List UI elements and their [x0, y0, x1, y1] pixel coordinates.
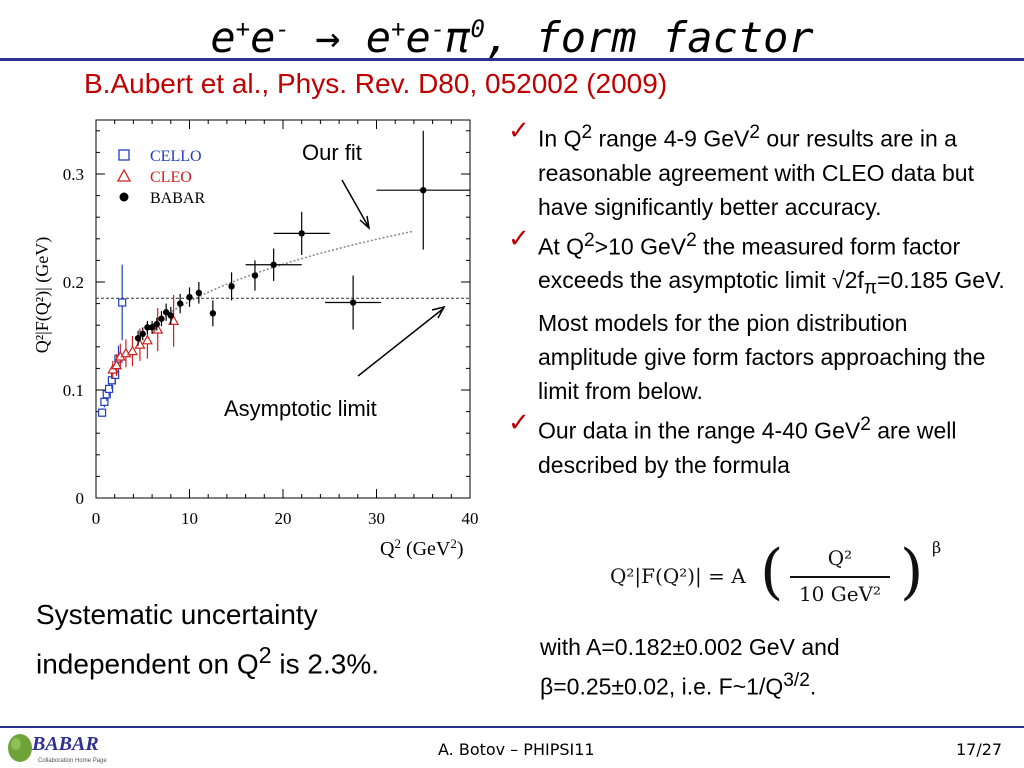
fit-parameters-line1: with A=0.182±0.002 GeV and	[540, 634, 840, 660]
y-axis-label: Q²|F(Q²)| (GeV)	[32, 237, 53, 353]
checkmark-icon: ✓	[508, 407, 530, 438]
page-number: 17/27	[956, 740, 1003, 759]
y-tick-label: 0	[76, 489, 85, 508]
fit-arrow	[341, 179, 369, 227]
cleo-data-point	[141, 334, 153, 345]
y-tick-label: 0.3	[63, 165, 84, 184]
fit-curve	[151, 230, 415, 326]
cello-data-point	[97, 408, 107, 417]
title-divider	[0, 58, 1024, 61]
babar-data-point	[167, 312, 174, 319]
fit-parameters: with A=0.182±0.002 GeV and β=0.25±0.02, …	[540, 630, 840, 704]
babar-data-point	[148, 324, 156, 331]
babar-data-point	[139, 330, 146, 338]
babar-data-point	[186, 293, 193, 301]
citation: B.Aubert et al., Phys. Rev. D80, 052002 …	[84, 68, 668, 99]
babar-data-point	[134, 334, 142, 342]
formula-denominator: 10 GeV²	[798, 582, 882, 606]
logo-wordmark: BABAR	[31, 733, 99, 755]
legend-square-marker	[118, 149, 130, 161]
bullet-2: ✓ At Q2>10 GeV2 the measured form factor…	[508, 223, 1005, 404]
babar-data-point	[270, 261, 277, 268]
elephant-icon	[8, 734, 32, 762]
cello-data-point	[118, 298, 127, 307]
elephant-ear	[11, 738, 21, 750]
x-axis-label: Q2 (GeV2)	[380, 536, 464, 560]
fraction-bar	[790, 576, 890, 578]
formula-exponent: β	[932, 538, 942, 557]
fit-annotation: Our fit	[302, 140, 362, 165]
cleo-data-point	[126, 345, 138, 356]
y-tick-label: 0.1	[63, 381, 84, 400]
bullet-list: ✓ In Q2 range 4-9 GeV2 our results are i…	[508, 116, 1008, 482]
slide-title: e+e- → e+e-π0, form factor	[210, 13, 814, 62]
babar-data-point	[158, 315, 165, 322]
checkmark-icon: ✓	[508, 116, 530, 146]
legend-label: CELLO	[150, 148, 202, 165]
cello-data-point	[104, 384, 114, 394]
babar-data-point	[176, 300, 184, 307]
babar-data-point	[209, 310, 217, 317]
right-paren: )	[900, 537, 924, 607]
cleo-data-point	[152, 323, 164, 334]
formula-lhs: Q²|F(Q²)| = A	[610, 564, 746, 588]
x-tick-label: 10	[181, 509, 198, 528]
x-tick-label: 0	[92, 509, 101, 528]
babar-logo[interactable]: BABAR Collaboration Home Page	[4, 730, 124, 766]
formula-numerator: Q²	[827, 546, 853, 570]
babar-data-point	[144, 324, 151, 331]
legend-label: BABAR	[150, 190, 205, 207]
footer-divider	[0, 726, 1024, 728]
systematic-note: Systematic uncertainty independent on Q2…	[36, 599, 380, 680]
babar-data-point	[153, 320, 160, 328]
left-paren: (	[760, 537, 784, 607]
x-tick-label: 20	[275, 509, 292, 528]
legend-triangle-marker	[116, 168, 132, 182]
babar-data-point	[420, 187, 427, 194]
bullet-1: ✓ In Q2 range 4-9 GeV2 our results are i…	[508, 116, 974, 220]
form-factor-chart: 0 10 20 30 40 0 0.1 0.2 0.3 CELLO CLEO BABAR Q²|F(…	[32, 119, 479, 560]
limit-arrow	[357, 307, 445, 377]
right-arrow-icon: →	[315, 13, 341, 62]
babar-data-point	[298, 230, 305, 237]
y-tick-label: 0.2	[63, 273, 84, 292]
limit-arrowhead	[431, 305, 446, 319]
babar-data-point	[251, 272, 259, 279]
x-tick-label: 40	[462, 509, 479, 528]
checkmark-icon: ✓	[508, 223, 530, 254]
limit-annotation: Asymptotic limit	[224, 396, 377, 421]
babar-data-point	[349, 299, 357, 306]
legend-circle-marker	[119, 192, 129, 202]
bullet-3: ✓ Our data in the range 4-40 GeV2 are we…	[508, 407, 957, 478]
fit-parameters-line2: β=0.25±0.02, i.e. F~1/Q3/2.	[540, 670, 817, 700]
babar-data-point	[162, 309, 170, 316]
babar-data-point	[228, 283, 235, 290]
fit-arrowhead	[359, 215, 371, 230]
babar-data-point	[195, 289, 203, 296]
cleo-data-point	[111, 359, 123, 370]
logo-subtext: Collaboration Home Page	[38, 758, 107, 764]
legend-label: CLEO	[150, 169, 192, 186]
footer-author: A. Botov – PHIPSI11	[438, 740, 595, 759]
x-tick-label: 30	[368, 509, 385, 528]
